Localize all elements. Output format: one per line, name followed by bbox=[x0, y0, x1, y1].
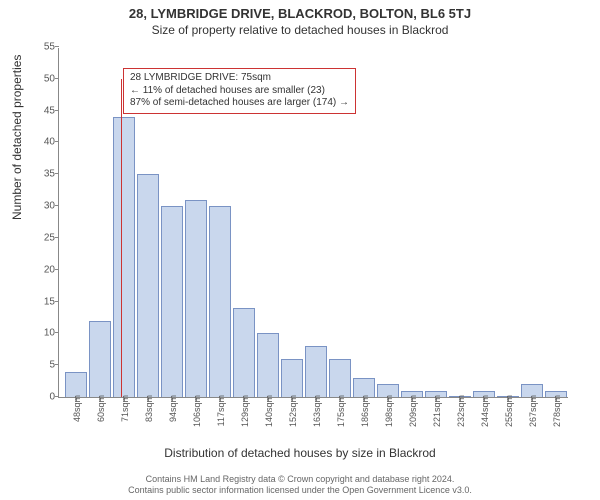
x-tick-label: 83sqm bbox=[144, 395, 154, 422]
y-tick-label: 30 bbox=[25, 201, 55, 212]
x-tick-label: 232sqm bbox=[456, 395, 466, 427]
y-tick-mark bbox=[55, 396, 59, 397]
y-tick-label: 40 bbox=[25, 137, 55, 148]
x-tick-label: 163sqm bbox=[312, 395, 322, 427]
footer-line-2: Contains public sector information licen… bbox=[0, 485, 600, 496]
chart-area: 051015202530354045505548sqm60sqm71sqm83s… bbox=[58, 48, 568, 398]
y-tick-mark bbox=[55, 78, 59, 79]
x-tick-label: 244sqm bbox=[480, 395, 490, 427]
y-tick-label: 20 bbox=[25, 264, 55, 275]
x-tick-label: 198sqm bbox=[384, 395, 394, 427]
x-tick-label: 94sqm bbox=[168, 395, 178, 422]
x-tick-label: 117sqm bbox=[216, 395, 226, 426]
x-tick-label: 48sqm bbox=[72, 395, 82, 422]
histogram-bar bbox=[209, 206, 231, 397]
y-tick-label: 5 bbox=[25, 360, 55, 371]
footer-attribution: Contains HM Land Registry data © Crown c… bbox=[0, 474, 600, 496]
reference-marker-line bbox=[121, 79, 122, 397]
x-tick-label: 106sqm bbox=[192, 395, 202, 427]
y-tick-label: 35 bbox=[25, 169, 55, 180]
x-tick-label: 209sqm bbox=[408, 395, 418, 427]
plot-region: 051015202530354045505548sqm60sqm71sqm83s… bbox=[58, 48, 568, 398]
x-tick-label: 255sqm bbox=[504, 395, 514, 427]
annotation-box: 28 LYMBRIDGE DRIVE: 75sqm← 11% of detach… bbox=[123, 68, 356, 114]
histogram-bar bbox=[161, 206, 183, 397]
footer-line-1: Contains HM Land Registry data © Crown c… bbox=[0, 474, 600, 485]
figure-title: 28, LYMBRIDGE DRIVE, BLACKROD, BOLTON, B… bbox=[0, 0, 600, 21]
x-axis-label: Distribution of detached houses by size … bbox=[0, 446, 600, 460]
y-tick-label: 45 bbox=[25, 105, 55, 116]
histogram-bar bbox=[137, 174, 159, 397]
histogram-bar bbox=[305, 346, 327, 397]
x-tick-label: 152sqm bbox=[288, 395, 298, 427]
y-tick-label: 25 bbox=[25, 232, 55, 243]
y-tick-mark bbox=[55, 173, 59, 174]
histogram-bar bbox=[281, 359, 303, 397]
histogram-bar bbox=[65, 372, 87, 397]
annotation-line: 28 LYMBRIDGE DRIVE: 75sqm bbox=[130, 72, 349, 85]
annotation-line: 87% of semi-detached houses are larger (… bbox=[130, 97, 349, 110]
histogram-bar bbox=[185, 200, 207, 397]
y-tick-mark bbox=[55, 364, 59, 365]
y-tick-mark bbox=[55, 269, 59, 270]
x-tick-label: 60sqm bbox=[96, 395, 106, 422]
y-tick-label: 15 bbox=[25, 296, 55, 307]
x-tick-label: 267sqm bbox=[528, 395, 538, 427]
histogram-bar bbox=[89, 321, 111, 397]
x-tick-label: 71sqm bbox=[120, 395, 130, 422]
x-tick-label: 129sqm bbox=[240, 395, 250, 427]
histogram-bar bbox=[257, 333, 279, 397]
x-tick-label: 140sqm bbox=[264, 395, 274, 427]
y-tick-mark bbox=[55, 110, 59, 111]
x-tick-label: 221sqm bbox=[432, 395, 442, 427]
x-tick-label: 175sqm bbox=[336, 395, 346, 427]
histogram-bar bbox=[233, 308, 255, 397]
y-tick-mark bbox=[55, 301, 59, 302]
y-tick-mark bbox=[55, 141, 59, 142]
x-tick-label: 278sqm bbox=[552, 395, 562, 427]
annotation-line: ← 11% of detached houses are smaller (23… bbox=[130, 85, 349, 98]
y-tick-mark bbox=[55, 332, 59, 333]
y-tick-label: 0 bbox=[25, 392, 55, 403]
y-tick-mark bbox=[55, 237, 59, 238]
y-tick-mark bbox=[55, 205, 59, 206]
histogram-bar bbox=[329, 359, 351, 397]
y-tick-label: 10 bbox=[25, 328, 55, 339]
figure-subtitle: Size of property relative to detached ho… bbox=[0, 21, 600, 37]
figure-container: 28, LYMBRIDGE DRIVE, BLACKROD, BOLTON, B… bbox=[0, 0, 600, 500]
y-tick-label: 50 bbox=[25, 73, 55, 84]
y-tick-mark bbox=[55, 46, 59, 47]
x-tick-label: 186sqm bbox=[360, 395, 370, 427]
y-axis-label: Number of detached properties bbox=[10, 55, 24, 220]
histogram-bar bbox=[113, 117, 135, 397]
y-tick-label: 55 bbox=[25, 42, 55, 53]
